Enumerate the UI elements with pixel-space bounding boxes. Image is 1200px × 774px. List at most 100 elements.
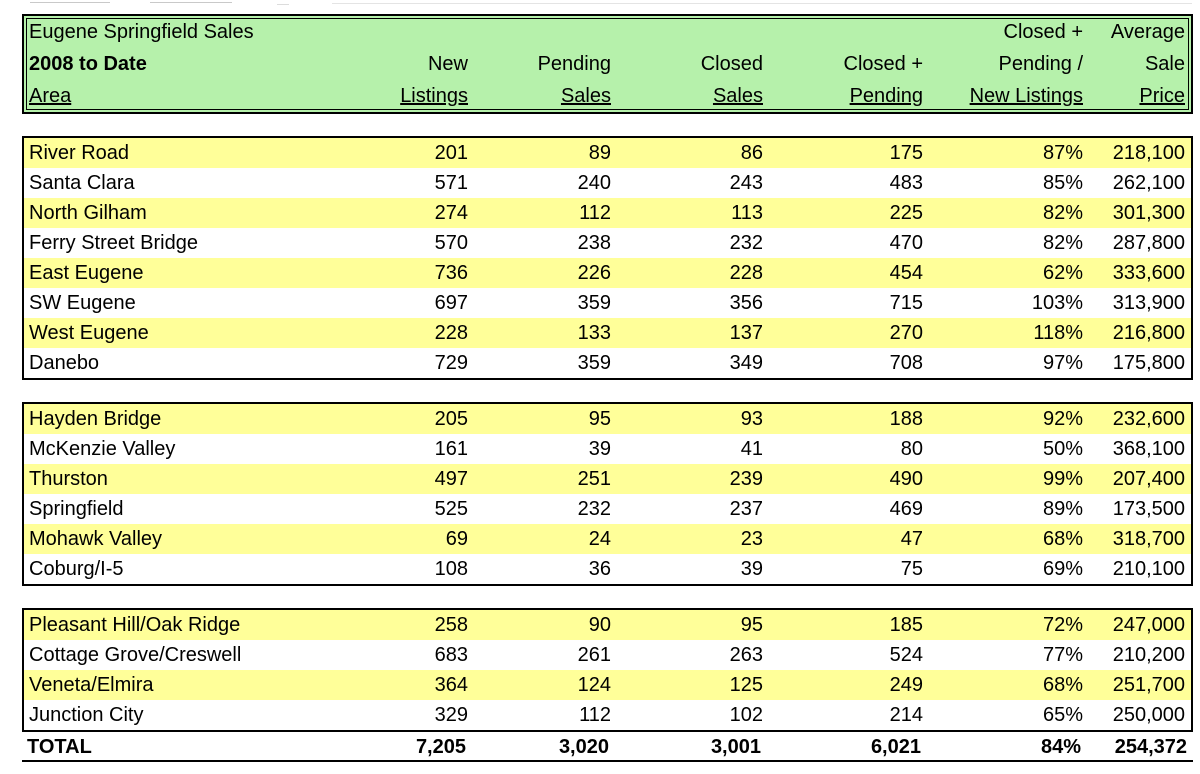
artifact-line xyxy=(30,2,110,3)
col-avg-price-label: Price xyxy=(1139,85,1185,107)
closed-pending-cell: 225 xyxy=(889,202,923,224)
area-cell: Pleasant Hill/Oak Ridge xyxy=(29,614,241,636)
ratio-cell: 103% xyxy=(1031,292,1083,314)
ratio-cell: 85% xyxy=(1042,172,1083,194)
table-row: River Road 201 89 86 175 87% 218,100 xyxy=(24,138,1191,168)
area-cell: Cottage Grove/Creswell xyxy=(29,644,242,666)
ratio-cell: 97% xyxy=(1042,352,1083,374)
region-group-springfield: Hayden Bridge 205 95 93 188 92% 232,600 … xyxy=(22,402,1193,586)
closed-pending-cell: 185 xyxy=(889,614,923,636)
closed-sales-cell: 137 xyxy=(729,322,763,344)
closed-sales-cell: 232 xyxy=(729,232,763,254)
col-closed-pending-line3: Pending xyxy=(763,80,923,112)
closed-pending-cell: 249 xyxy=(889,674,923,696)
artifact-line xyxy=(150,2,232,3)
total-new-listings-cell: 7,205 xyxy=(415,736,466,758)
col-closed-sales-line1 xyxy=(611,16,763,48)
report-title: Eugene Springfield Sales xyxy=(29,21,254,43)
pending-sales-cell: 24 xyxy=(588,528,611,550)
area-cell: Ferry Street Bridge xyxy=(29,232,198,254)
table-row: SW Eugene 697 359 356 715 103% 313,900 xyxy=(24,288,1191,318)
area-cell: McKenzie Valley xyxy=(29,438,176,460)
col-ratio-line2: Pending / xyxy=(998,53,1083,75)
total-ratio-cell: 84% xyxy=(1040,736,1081,758)
area-cell: Santa Clara xyxy=(29,172,135,194)
pending-sales-cell: 89 xyxy=(588,142,611,164)
area-cell: North Gilham xyxy=(29,202,147,224)
new-listings-cell: 497 xyxy=(434,468,468,490)
ratio-cell: 82% xyxy=(1042,232,1083,254)
new-listings-cell: 161 xyxy=(434,438,468,460)
ratio-cell: 62% xyxy=(1042,262,1083,284)
closed-sales-cell: 125 xyxy=(729,674,763,696)
pending-sales-cell: 36 xyxy=(588,558,611,580)
pending-sales-cell: 226 xyxy=(577,262,611,284)
avg-price-cell: 262,100 xyxy=(1112,172,1185,194)
ratio-cell: 92% xyxy=(1042,408,1083,430)
area-column-label-text: Area xyxy=(29,85,72,107)
closed-sales-cell: 239 xyxy=(729,468,763,490)
table-row: Coburg/I-5 108 36 39 75 69% 210,100 xyxy=(24,554,1191,584)
table-row: Danebo 729 359 349 708 97% 175,800 xyxy=(24,348,1191,378)
header-row-3: Area Listings Sales Sales Pending New Li… xyxy=(24,80,1191,112)
table-row: West Eugene 228 133 137 270 118% 216,800 xyxy=(24,318,1191,348)
col-closed-sales-line3: Sales xyxy=(611,80,763,112)
col-pending-sales-line1 xyxy=(468,16,611,48)
col-pending-sales-label: Sales xyxy=(560,85,611,107)
col-ratio-line3: New Listings xyxy=(923,80,1083,112)
header-box: Eugene Springfield Sales Closed + Averag… xyxy=(22,14,1193,114)
table-row: Springfield 525 232 237 469 89% 173,500 xyxy=(24,494,1191,524)
new-listings-cell: 258 xyxy=(434,614,468,636)
col-closed-pending-label: Pending xyxy=(849,85,923,107)
area-cell: Coburg/I-5 xyxy=(29,558,124,580)
closed-pending-cell: 47 xyxy=(900,528,923,550)
avg-price-cell: 318,700 xyxy=(1112,528,1185,550)
closed-sales-cell: 86 xyxy=(740,142,763,164)
closed-sales-cell: 95 xyxy=(740,614,763,636)
closed-sales-cell: 41 xyxy=(740,438,763,460)
avg-price-cell: 251,700 xyxy=(1112,674,1185,696)
total-closed-sales-cell: 3,001 xyxy=(710,736,761,758)
avg-price-cell: 216,800 xyxy=(1112,322,1185,344)
header-row-1: Eugene Springfield Sales Closed + Averag… xyxy=(24,16,1191,48)
area-cell: Springfield xyxy=(29,498,124,520)
avg-price-cell: 247,000 xyxy=(1112,614,1185,636)
table-row: Junction City 329 112 102 214 65% 250,00… xyxy=(24,700,1191,730)
ratio-cell: 87% xyxy=(1042,142,1083,164)
table-row: Hayden Bridge 205 95 93 188 92% 232,600 xyxy=(24,404,1191,434)
table-row: East Eugene 736 226 228 454 62% 333,600 xyxy=(24,258,1191,288)
closed-sales-cell: 102 xyxy=(729,704,763,726)
artifact-line xyxy=(332,3,1192,4)
closed-pending-cell: 469 xyxy=(889,498,923,520)
ratio-cell: 118% xyxy=(1033,322,1083,344)
closed-pending-cell: 708 xyxy=(889,352,923,374)
new-listings-cell: 329 xyxy=(434,704,468,726)
new-listings-cell: 364 xyxy=(434,674,468,696)
col-closed-pending-line1 xyxy=(763,16,923,48)
closed-sales-cell: 349 xyxy=(729,352,763,374)
area-cell: Hayden Bridge xyxy=(29,408,162,430)
new-listings-cell: 571 xyxy=(434,172,468,194)
avg-price-cell: 287,800 xyxy=(1112,232,1185,254)
new-listings-cell: 736 xyxy=(434,262,468,284)
closed-pending-cell: 454 xyxy=(889,262,923,284)
new-listings-cell: 205 xyxy=(434,408,468,430)
closed-sales-cell: 113 xyxy=(731,202,763,224)
table-row: McKenzie Valley 161 39 41 80 50% 368,100 xyxy=(24,434,1191,464)
new-listings-cell: 697 xyxy=(434,292,468,314)
closed-sales-cell: 228 xyxy=(729,262,763,284)
closed-pending-cell: 80 xyxy=(900,438,923,460)
table-row: Thurston 497 251 239 490 99% 207,400 xyxy=(24,464,1191,494)
col-new-listings-line3: Listings xyxy=(324,80,468,112)
closed-sales-cell: 93 xyxy=(740,408,763,430)
closed-pending-cell: 715 xyxy=(889,292,923,314)
avg-price-cell: 173,500 xyxy=(1112,498,1185,520)
avg-price-cell: 232,600 xyxy=(1112,408,1185,430)
area-cell: East Eugene xyxy=(29,262,144,284)
pending-sales-cell: 95 xyxy=(588,408,611,430)
pending-sales-cell: 112 xyxy=(579,704,611,726)
col-new-listings-label: Listings xyxy=(400,85,468,107)
closed-pending-cell: 270 xyxy=(889,322,923,344)
closed-pending-cell: 214 xyxy=(889,704,923,726)
total-label: TOTAL xyxy=(27,736,92,758)
